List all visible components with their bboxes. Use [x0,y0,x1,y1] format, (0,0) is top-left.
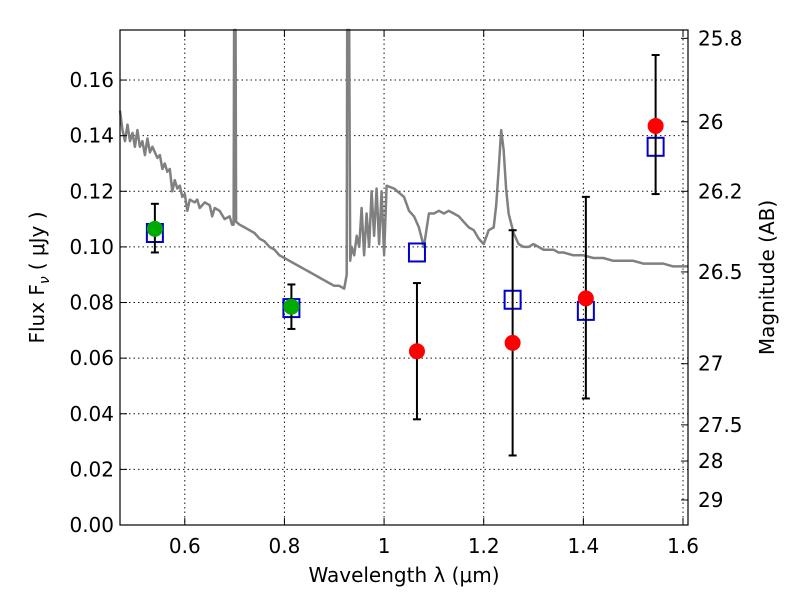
observed-photometry [146,117,664,360]
data-point [647,117,664,134]
x-tick-label: 0.8 [269,534,301,558]
right-tick-label: 26.5 [698,260,743,284]
y-axis-label-unit: ( μJy ) [25,211,49,270]
right-tick-label: 26 [698,110,723,134]
y-tick-label: 0.10 [69,235,114,259]
plot-frame [119,29,689,526]
data-point [146,220,163,237]
y-tick-label: 0.14 [69,124,114,148]
data-point [408,343,425,360]
right-tick-label: 27.5 [698,413,743,437]
y-tick-label: 0.16 [69,68,114,92]
data-point [283,298,300,315]
right-tick-label: 25.8 [698,26,743,50]
y-tick-label: 0.06 [69,346,114,370]
right-tick-label: 26.2 [698,179,743,203]
spectrum-line [118,28,688,290]
data-point [577,290,594,307]
x-tick-label: 1.4 [567,534,599,558]
axis-ticks [120,30,688,526]
model-spectrum [118,28,688,290]
x-tick-label: 1.6 [667,534,699,558]
model-box [407,242,426,263]
y-axis-label-main: Flux F [25,284,49,343]
x-tick-label: 0.6 [169,534,201,558]
right-tick-label: 28 [698,449,723,473]
y-axis-label: Flux Fν ( μJy ) [25,211,53,343]
y-tick-label: 0.04 [69,402,114,426]
right-tick-label: 27 [698,352,723,376]
x-tick-label: 1.2 [468,534,500,558]
y-tick-label: 0.02 [69,457,114,481]
y-axis-label-sub: ν [37,276,53,284]
tick-labels: 0.6 0.8 1 1.2 1.4 1.6 0.00 0.02 0.04 0.06 0.08 0.10… [69,26,742,558]
y-tick-label: 0.08 [69,291,114,315]
grid [120,30,688,526]
y-tick-label: 0.12 [69,179,114,203]
x-axis-label: Wavelength λ (μm) [308,563,499,587]
x-tick-label: 1 [378,534,391,558]
right-tick-label: 29 [698,488,723,512]
y-tick-label: 0.00 [69,513,114,537]
right-axis-label: Magnitude (AB) [755,200,779,355]
data-point [504,334,521,351]
